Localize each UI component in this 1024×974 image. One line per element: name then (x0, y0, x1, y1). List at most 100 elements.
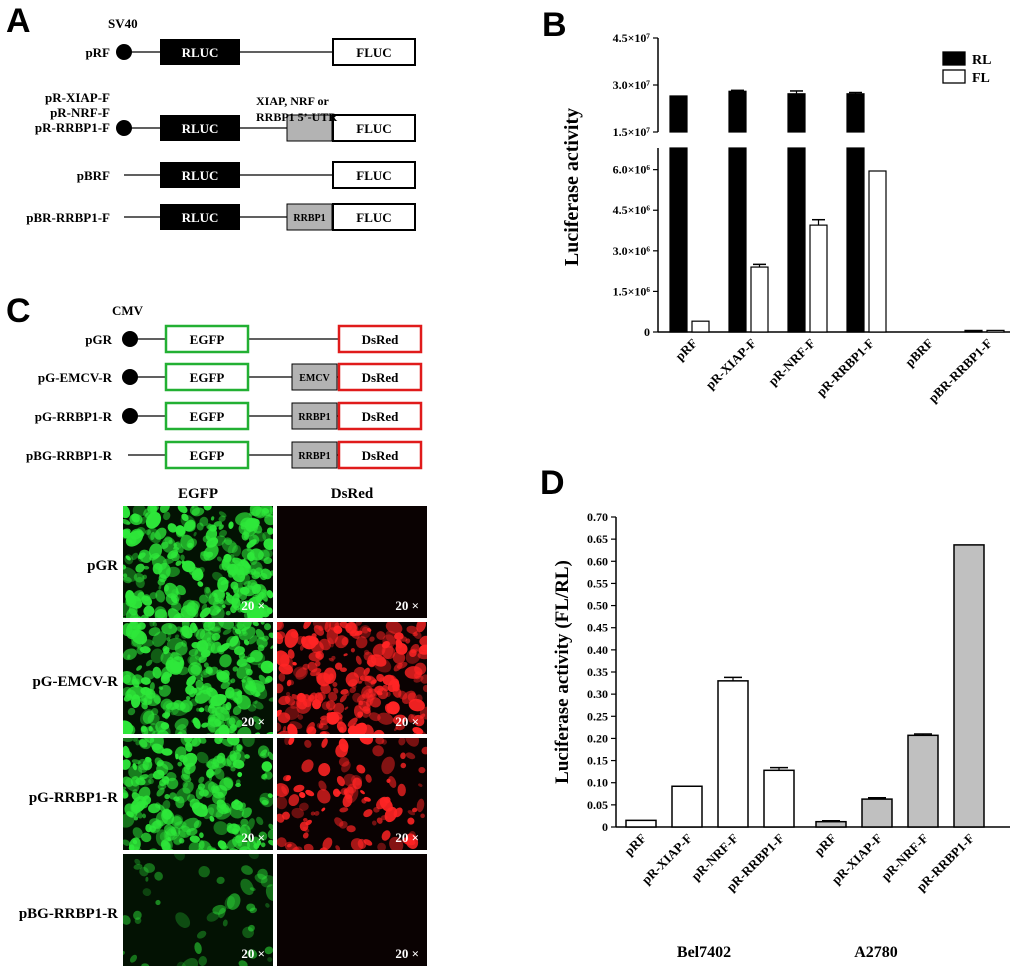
y-tick-label: 0.50 (587, 599, 608, 613)
y-axis-title: Luciferase activity (FL/RL) (552, 560, 573, 784)
construct-row-a: pBRF RLUC FLUC (77, 161, 416, 189)
dsred-box (337, 440, 423, 470)
y-tick-label: 3.0×10⁶ (613, 244, 651, 258)
magnification-label: 20 × (395, 598, 419, 613)
egfp-column-header: EGFP (178, 486, 218, 502)
fluc-label: FLUC (356, 121, 391, 136)
luciferase-ratio-chart-d: D 0 0.05 0.10 0.15 0.20 0.25 0.30 0.35 0.40 0.45 0… (540, 464, 1010, 961)
construct-row-c: pBG-RRBP1-R EGFP RRBP1 DsRed (26, 440, 423, 470)
rl-bar (787, 93, 806, 133)
legend-swatch (942, 69, 966, 84)
y-tick-label: 0.65 (587, 532, 608, 546)
magnification-label: 20 × (241, 830, 265, 845)
magnification-label: 20 × (395, 830, 419, 845)
legend-label: FL (972, 71, 990, 86)
y-tick-label: 1.5×10⁶ (613, 284, 651, 298)
magnification-label: 20 × (241, 598, 265, 613)
y-tick-label: 0.40 (587, 643, 608, 657)
dsred-micrograph: 20 × (277, 506, 427, 618)
ratio-bar (907, 734, 939, 828)
image-row-label: pGR (87, 558, 118, 574)
y-axis-title: Luciferase activity (561, 108, 583, 266)
fl-bar (986, 329, 1005, 333)
rl-bar (787, 147, 806, 333)
y-tick-label: 0.55 (587, 576, 608, 590)
promoter-dot-icon (116, 44, 132, 60)
construct-diagram-a: A SV40 pRF RLUC FLUCpR-XIAP-FpR-NRF-FpR-RR… (6, 2, 416, 231)
promoter-dot-icon (122, 331, 138, 347)
fluc-box (332, 114, 416, 142)
promoter-dot-icon (122, 408, 138, 424)
x-tick-label: pBRF (902, 335, 936, 369)
x-tick-label: pR-XIAP-F (829, 830, 886, 887)
magnification-label: 20 × (395, 714, 419, 729)
egfp-box (164, 324, 250, 354)
y-tick-label: 0.25 (587, 709, 608, 723)
construct-row-a: pRF RLUC FLUC (85, 38, 416, 66)
rl-bar (964, 329, 983, 333)
cell-line-group-label: Bel7402 (677, 944, 731, 961)
y-tick-label: 4.5×10⁶ (613, 203, 651, 217)
egfp-box (164, 440, 250, 470)
x-tick-label: pRF (621, 830, 649, 858)
construct-label: pR-RRBP1-F (35, 120, 110, 135)
ratio-bar (815, 820, 847, 828)
construct-row-c: pG-RRBP1-R EGFP RRBP1 DsRed (35, 401, 423, 431)
fluc-box (332, 38, 416, 66)
y-tick-label: 0.70 (587, 510, 608, 524)
ratio-bar (953, 544, 985, 828)
construct-label: pR-XIAP-F (45, 90, 110, 105)
y-tick-label: 6.0×10⁶ (613, 163, 651, 177)
rl-bar (669, 95, 688, 133)
image-row-label: pBG-RRBP1-R (18, 906, 118, 922)
x-tick-label: pR-NRF-F (765, 335, 818, 388)
image-row-label: pG-RRBP1-R (28, 790, 118, 806)
egfp-micrograph: 20 × (123, 738, 273, 850)
x-tick-label: pR-XIAP-F (639, 830, 696, 887)
ratio-bar (763, 769, 795, 828)
rl-bar (728, 90, 747, 133)
dsred-micrograph: 20 × (277, 738, 427, 850)
construct-label: pGR (85, 332, 112, 347)
rluc-box (160, 115, 240, 141)
magnification-label: 20 × (395, 946, 419, 961)
rluc-box (160, 39, 240, 65)
fluc-label: FLUC (356, 168, 391, 183)
rluc-label: RLUC (182, 168, 219, 183)
utr-insert-box (286, 203, 333, 231)
construct-label: pBR-RRBP1-F (26, 210, 110, 225)
ires-insert-label: RRBP1 (298, 451, 330, 462)
ires-insert-box (291, 441, 338, 469)
rl-bar (669, 147, 688, 333)
dsred-label: DsRed (362, 448, 400, 463)
y-tick-label: 0.20 (587, 731, 608, 745)
y-tick-label: 4.5×10⁷ (613, 31, 651, 45)
construct-diagram-c: C CMV pGR EGFP DsRed pG-EMCV-R EGFP EMCV DsRed… (6, 292, 423, 470)
ires-insert-label: EMCV (299, 373, 330, 384)
rl-bar (846, 93, 865, 133)
rluc-label: RLUC (182, 210, 219, 225)
promoter-dot-icon (122, 369, 138, 385)
construct-row-c: pG-EMCV-R EGFP EMCV DsRed (38, 362, 423, 392)
magnification-label: 20 × (241, 946, 265, 961)
magnification-label: 20 × (241, 714, 265, 729)
rluc-label: RLUC (182, 45, 219, 60)
egfp-label: EGFP (190, 409, 225, 424)
dsred-label: DsRed (362, 332, 400, 347)
fluc-label: FLUC (356, 45, 391, 60)
rluc-box (160, 162, 240, 188)
legend-swatch (942, 51, 966, 66)
ires-insert-box (291, 402, 338, 430)
egfp-micrograph: 20 × (123, 854, 273, 966)
construct-row-c: pGR EGFP DsRed (85, 324, 423, 354)
egfp-label: EGFP (190, 370, 225, 385)
ratio-bar (671, 785, 703, 828)
x-tick-label: pR-RRBP1-F (813, 335, 877, 399)
rluc-box (160, 204, 240, 230)
cell-line-group-label: A2780 (854, 944, 898, 961)
egfp-label: EGFP (190, 332, 225, 347)
rluc-label: RLUC (182, 121, 219, 136)
ires-insert-box (291, 363, 338, 391)
fluc-box (332, 203, 416, 231)
fl-bar (809, 224, 828, 333)
